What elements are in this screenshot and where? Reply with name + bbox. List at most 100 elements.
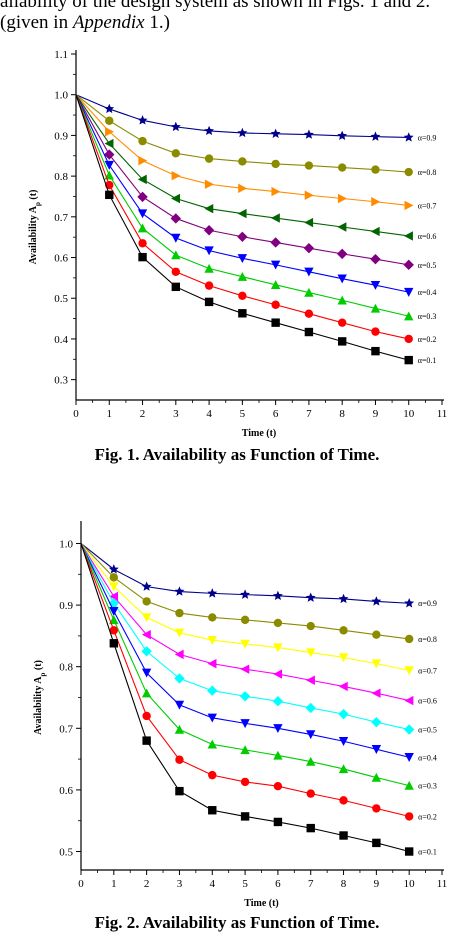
series-5: α=0.4 <box>80 543 437 762</box>
data-point <box>171 250 181 260</box>
data-point <box>109 591 119 602</box>
series-6: α=0.3 <box>75 94 437 321</box>
series-label: α=0.3 <box>418 312 437 321</box>
data-point <box>138 252 147 262</box>
data-point <box>304 267 314 277</box>
y-axis-title: Availability Ap (t) <box>28 190 42 265</box>
data-point <box>105 190 114 200</box>
data-point <box>371 596 382 606</box>
data-point <box>207 713 217 723</box>
header-text-line2: (given in Appendix 1.) <box>0 12 170 33</box>
y-tick-label: 0.3 <box>54 375 68 387</box>
data-point <box>137 209 148 219</box>
data-point <box>174 700 185 710</box>
series-4: α=0.5 <box>80 543 437 735</box>
data-point <box>204 297 214 307</box>
data-point <box>371 197 381 207</box>
data-point <box>273 618 283 628</box>
data-point <box>404 311 414 321</box>
x-tick-label: 1 <box>111 878 117 890</box>
data-point <box>237 271 248 281</box>
series-8: α=0.1 <box>80 543 437 857</box>
data-point <box>337 295 347 305</box>
data-point <box>137 174 147 185</box>
data-point <box>404 231 413 241</box>
series-0: α=0.9 <box>80 543 437 608</box>
x-tick-label: 0 <box>78 878 84 890</box>
data-point <box>372 630 381 639</box>
series-line <box>80 543 410 731</box>
data-point <box>271 159 280 169</box>
x-tick-label: 7 <box>306 408 312 420</box>
data-point <box>175 755 184 764</box>
data-point <box>237 208 247 219</box>
data-point <box>304 217 314 228</box>
data-point <box>204 281 214 290</box>
data-point <box>171 149 181 158</box>
data-point <box>204 125 215 136</box>
series-label: α=0.9 <box>418 133 437 142</box>
y-tick-label: 1.0 <box>59 538 73 550</box>
data-point <box>338 737 349 746</box>
data-point <box>273 782 283 791</box>
data-point <box>142 711 151 721</box>
data-point <box>338 653 349 663</box>
data-point <box>404 200 414 211</box>
data-point <box>370 226 380 237</box>
data-point <box>104 149 115 160</box>
data-point <box>208 770 217 780</box>
figure-1-chart: 0 1 2 3 4 5 6 7 8 9 10 11 0.3 0.4 0.5 0.6 0.7 0.8 0.9 1.0 1.… <box>28 49 447 439</box>
data-point <box>240 664 250 674</box>
data-point <box>142 736 151 745</box>
data-point <box>403 724 415 735</box>
y-tick-label: 0.5 <box>59 847 73 859</box>
data-point <box>404 634 414 644</box>
figure-2-chart: 0 1 2 3 4 5 6 7 8 9 10 11 0.5 0.6 0.7 0.8 0.9 1.0 Time (t)… <box>33 521 448 909</box>
data-point <box>304 190 314 200</box>
series-2: α=0.7 <box>75 94 437 211</box>
y-tick-label: 1.1 <box>54 49 68 61</box>
data-point <box>371 659 382 669</box>
x-axis-title: Time (t) <box>242 428 277 439</box>
series-3: α=0.6 <box>75 94 436 241</box>
data-point <box>204 246 214 256</box>
data-point <box>171 233 181 243</box>
data-point <box>371 327 380 336</box>
data-point <box>237 254 248 264</box>
data-point <box>404 847 414 856</box>
header-prefix: given in <box>6 12 73 33</box>
data-point <box>306 789 315 798</box>
data-point <box>170 121 181 132</box>
data-point <box>238 183 248 194</box>
series-line <box>80 543 410 671</box>
x-tick-label: 2 <box>140 408 146 420</box>
data-point <box>404 812 414 821</box>
data-point <box>141 646 152 657</box>
series-label: α=0.7 <box>418 201 437 210</box>
x-tick-label: 2 <box>144 878 150 890</box>
series-label: α=0.1 <box>418 848 437 857</box>
y-tick-label: 0.9 <box>54 130 68 142</box>
data-point <box>105 116 114 125</box>
data-point <box>270 280 281 290</box>
data-point <box>338 764 349 774</box>
data-point <box>404 695 414 706</box>
data-point <box>339 831 348 840</box>
data-point <box>174 586 185 596</box>
series-0: α=0.9 <box>75 94 437 142</box>
data-point <box>171 171 181 181</box>
x-tick-label: 11 <box>437 878 448 890</box>
data-point <box>240 589 251 599</box>
data-point <box>404 753 414 762</box>
x-axis-title: Time (t) <box>244 898 279 909</box>
data-point <box>337 163 347 172</box>
x-tick-label: 1 <box>107 408 113 420</box>
data-point <box>204 179 214 189</box>
x-tick-label: 8 <box>341 878 347 890</box>
data-point <box>372 804 381 813</box>
data-point <box>174 724 185 734</box>
data-point <box>109 626 119 635</box>
data-point <box>137 223 148 233</box>
y-tick-label: 0.8 <box>59 662 73 674</box>
series-label: α=0.3 <box>418 782 437 791</box>
